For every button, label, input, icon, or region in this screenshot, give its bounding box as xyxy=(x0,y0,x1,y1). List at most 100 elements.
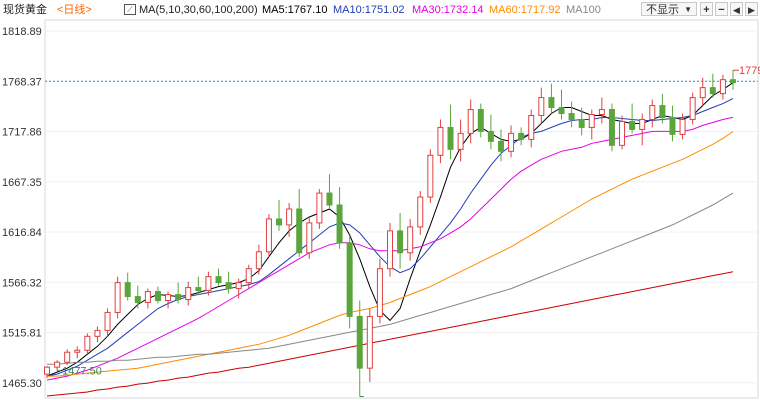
candle-up xyxy=(719,79,726,95)
candle-down xyxy=(276,218,283,226)
candle-down xyxy=(154,291,161,302)
candle-down xyxy=(497,140,504,152)
ma5-value: MA5:1767.10 xyxy=(262,4,328,16)
candle-up xyxy=(286,208,293,226)
y-tick-label: 1768.37 xyxy=(2,76,42,88)
zoom-in-button[interactable]: + xyxy=(700,2,713,16)
candle-down xyxy=(669,116,676,135)
candle-up xyxy=(54,361,61,368)
candle-down xyxy=(215,276,222,284)
ma-line-ma5 xyxy=(46,82,734,377)
dropdown-icon: ▼ xyxy=(684,5,692,14)
candle-up xyxy=(165,294,172,302)
candle-up xyxy=(689,97,696,120)
zoom-in-icon: + xyxy=(703,4,710,16)
candle-up xyxy=(144,291,151,304)
ma10-value: MA10:1751.02 xyxy=(333,4,405,16)
candle-down xyxy=(397,230,404,254)
zoom-out-button[interactable]: − xyxy=(715,2,728,16)
candle-down xyxy=(326,192,333,206)
y-tick-label: 1717.86 xyxy=(2,127,42,139)
candle-up xyxy=(619,120,626,146)
candle-up xyxy=(235,282,242,290)
zoom-out-icon: − xyxy=(718,4,725,16)
candle-down xyxy=(578,118,585,128)
hide-indicator-button[interactable]: 不显示 ▼ xyxy=(641,2,697,16)
candle-up xyxy=(185,287,192,301)
annotation-high-label: 1779.53 xyxy=(739,65,760,77)
candle-up xyxy=(528,114,535,140)
candle-up xyxy=(457,132,464,150)
candle-down xyxy=(134,296,141,304)
candle-up xyxy=(538,97,545,116)
candle-down xyxy=(447,126,454,150)
candle-down xyxy=(709,87,716,95)
next-icon: ▶ xyxy=(748,5,755,15)
candle-up xyxy=(508,132,515,152)
candle-down xyxy=(296,208,303,254)
candle-up xyxy=(437,126,444,156)
y-tick-label: 1616.84 xyxy=(2,227,42,239)
ma-line-ma200 xyxy=(46,271,734,397)
candle-down xyxy=(730,79,736,84)
candle-down xyxy=(518,132,525,140)
candle-up xyxy=(265,218,272,253)
candle-down xyxy=(356,315,363,369)
ma60-value: MA60:1717.92 xyxy=(489,4,561,16)
candle-up xyxy=(639,118,646,130)
candle-up xyxy=(316,192,323,224)
candle-down xyxy=(124,282,131,298)
prev-button[interactable]: ◀ xyxy=(730,2,743,16)
candle-down xyxy=(487,130,494,142)
candle-up xyxy=(679,118,686,135)
y-tick-label: 1515.81 xyxy=(2,328,42,340)
candle-up xyxy=(44,366,50,375)
chart-toolbar: 现货黄金 <日线> ⟋ MA(5,10,30,60,100,200) MA5:1… xyxy=(0,0,760,20)
candle-down xyxy=(568,113,575,120)
candle-up xyxy=(699,87,706,99)
candle-down xyxy=(548,97,555,109)
candle-up xyxy=(84,335,91,351)
ma-line-ma60 xyxy=(47,131,734,377)
candle-up xyxy=(104,311,111,331)
candle-up xyxy=(598,109,605,115)
ma100-label: MA100 xyxy=(566,4,601,16)
ma-set-label: MA(5,10,30,60,100,200) xyxy=(139,4,258,16)
candle-up xyxy=(74,349,81,353)
y-tick-label: 1465.30 xyxy=(2,378,42,390)
candle-down xyxy=(659,105,666,118)
y-tick-label: 1818.89 xyxy=(2,26,42,38)
candle-up xyxy=(114,282,121,313)
candle-up xyxy=(205,276,212,292)
candle-up xyxy=(306,222,313,254)
candle-down xyxy=(336,204,343,244)
candle-down xyxy=(629,120,636,130)
candle-down xyxy=(346,242,353,317)
candle-up xyxy=(255,251,262,270)
y-tick-label: 1667.35 xyxy=(2,177,42,189)
candle-down xyxy=(195,287,202,292)
candle-up xyxy=(376,268,383,317)
y-tick-label: 1566.32 xyxy=(2,277,42,289)
period-selector[interactable]: <日线> xyxy=(57,4,92,16)
candle-up xyxy=(649,105,656,120)
candle-down xyxy=(608,109,615,146)
ma-line-ma100 xyxy=(47,192,734,365)
candle-up xyxy=(427,154,434,198)
candle-up xyxy=(407,226,414,254)
prev-icon: ◀ xyxy=(733,5,740,15)
candle-down xyxy=(225,282,232,290)
plot-frame xyxy=(44,19,759,399)
candle-down xyxy=(477,109,484,132)
ma30-value: MA30:1732.14 xyxy=(412,4,484,16)
indicator-icon[interactable]: ⟋ xyxy=(124,4,136,15)
candle-up xyxy=(64,351,71,363)
candle-up xyxy=(467,109,474,134)
next-button[interactable]: ▶ xyxy=(745,2,758,16)
candle-up xyxy=(588,114,595,128)
hide-indicator-label: 不显示 xyxy=(646,4,679,16)
candle-down xyxy=(175,294,182,301)
annotation-low-label: 1477.50 xyxy=(62,366,102,378)
